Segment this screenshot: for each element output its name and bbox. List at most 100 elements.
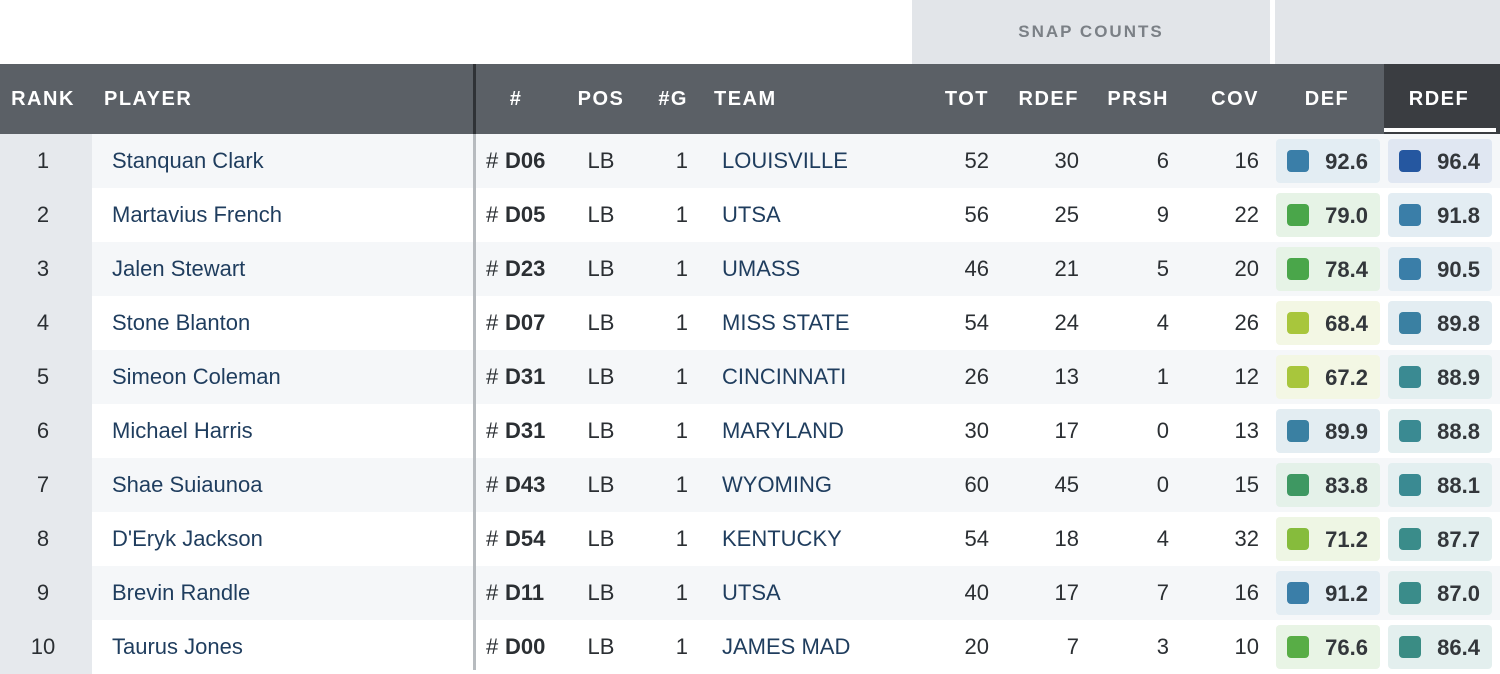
games-cell: 1 — [675, 256, 688, 281]
grade-value: 68.4 — [1325, 311, 1368, 336]
cov-cell: 16 — [1234, 580, 1259, 605]
games-cell: 1 — [675, 634, 688, 659]
grade-swatch — [1287, 366, 1309, 388]
jersey-number: D23 — [505, 256, 546, 281]
player-cell[interactable]: Brevin Randle — [112, 580, 251, 605]
row-background — [92, 134, 1500, 188]
pos-cell: LB — [587, 472, 615, 497]
grade-box: 88.1 — [1388, 463, 1492, 507]
jersey-prefix: # — [486, 634, 499, 659]
column-header[interactable]: COV — [1211, 88, 1259, 110]
pos-cell: LB — [587, 310, 615, 335]
row-background — [92, 296, 1500, 350]
grade-box: 88.9 — [1388, 355, 1492, 399]
games-cell: 1 — [675, 580, 688, 605]
grade-value: 71.2 — [1325, 527, 1368, 552]
column-header[interactable]: TOT — [944, 88, 989, 110]
column-header[interactable]: # — [509, 88, 523, 110]
grade-box: 67.2 — [1276, 355, 1380, 399]
grade-box: 68.4 — [1276, 301, 1380, 345]
grade-swatch — [1287, 150, 1309, 172]
prsh-cell: 0 — [1156, 472, 1169, 497]
player-cell[interactable]: Stone Blanton — [112, 310, 251, 335]
grade-swatch — [1399, 258, 1421, 280]
grade-value: 91.2 — [1325, 581, 1368, 606]
team-cell[interactable]: CINCINNATI — [722, 364, 847, 389]
grade-box: 71.2 — [1276, 517, 1380, 561]
jersey-number: D00 — [505, 634, 546, 659]
grade-box: 87.0 — [1388, 571, 1492, 615]
cov-cell: 10 — [1234, 634, 1259, 659]
jersey-number: D43 — [505, 472, 546, 497]
player-cell[interactable]: Simeon Coleman — [112, 364, 281, 389]
grade-box: 91.2 — [1276, 571, 1380, 615]
tot-cell: 40 — [964, 580, 989, 605]
jersey-number: D05 — [505, 202, 546, 227]
player-cell[interactable]: Stanquan Clark — [112, 148, 264, 173]
jersey-number: D54 — [505, 526, 546, 551]
grade-value: 87.7 — [1437, 527, 1480, 552]
column-header[interactable]: PLAYER — [104, 88, 193, 110]
rank-cell-background — [0, 404, 92, 458]
column-header[interactable]: DEF — [1304, 88, 1350, 110]
grade-value: 87.0 — [1437, 581, 1480, 606]
player-cell[interactable]: Martavius French — [112, 202, 282, 227]
jersey-prefix: # — [486, 526, 499, 551]
grade-swatch — [1399, 420, 1421, 442]
rank-cell: 6 — [36, 418, 50, 443]
team-cell[interactable]: LOUISVILLE — [722, 148, 848, 173]
prsh-cell: 3 — [1156, 634, 1169, 659]
rank-cell-background — [0, 134, 92, 188]
column-header[interactable]: TEAM — [714, 88, 777, 110]
grade-swatch — [1399, 312, 1421, 334]
rank-cell-background — [0, 458, 92, 512]
jersey-number: D11 — [505, 580, 545, 605]
cov-cell: 12 — [1234, 364, 1259, 389]
team-cell[interactable]: WYOMING — [722, 472, 832, 497]
player-cell[interactable]: Michael Harris — [112, 418, 253, 443]
team-cell[interactable]: MARYLAND — [722, 418, 844, 443]
grade-swatch — [1287, 636, 1309, 658]
row-background — [92, 404, 1500, 458]
team-cell[interactable]: UTSA — [722, 580, 781, 605]
tot-cell: 56 — [964, 202, 989, 227]
player-cell[interactable]: Shae Suiaunoa — [112, 472, 263, 497]
rdef-cell: 30 — [1054, 148, 1079, 173]
team-cell[interactable]: KENTUCKY — [722, 526, 842, 551]
header-row — [0, 64, 1500, 134]
team-cell[interactable]: UTSA — [722, 202, 781, 227]
jersey-prefix: # — [486, 256, 499, 281]
grade-swatch — [1399, 204, 1421, 226]
rank-cell-background — [0, 350, 92, 404]
column-header[interactable]: RDEF — [1018, 88, 1079, 110]
prsh-cell: 0 — [1156, 418, 1169, 443]
rdef-cell: 7 — [1066, 634, 1079, 659]
pos-cell: LB — [587, 526, 615, 551]
team-cell[interactable]: MISS STATE — [722, 310, 850, 335]
player-cell[interactable]: D'Eryk Jackson — [112, 526, 263, 551]
jersey-prefix: # — [486, 580, 499, 605]
grade-swatch — [1287, 528, 1309, 550]
grade-box: 78.4 — [1276, 247, 1380, 291]
player-cell[interactable]: Taurus Jones — [112, 634, 243, 659]
tot-cell: 46 — [964, 256, 989, 281]
grade-swatch — [1287, 420, 1309, 442]
pos-cell: LB — [587, 580, 615, 605]
prsh-cell: 9 — [1156, 202, 1169, 227]
tot-cell: 54 — [964, 310, 989, 335]
column-header: RANK — [11, 88, 75, 110]
grade-value: 79.0 — [1325, 203, 1368, 228]
column-header[interactable]: #G — [658, 88, 688, 110]
games-cell: 1 — [675, 202, 688, 227]
column-header[interactable]: POS — [577, 88, 625, 110]
player-cell[interactable]: Jalen Stewart — [112, 256, 246, 281]
pos-cell: LB — [587, 364, 615, 389]
tot-cell: 20 — [964, 634, 989, 659]
games-cell: 1 — [675, 526, 688, 551]
team-cell[interactable]: UMASS — [722, 256, 801, 281]
team-cell[interactable]: JAMES MAD — [722, 634, 851, 659]
cov-cell: 16 — [1234, 148, 1259, 173]
column-header[interactable]: PRSH — [1107, 88, 1169, 110]
column-header[interactable]: RDEF — [1408, 88, 1470, 110]
